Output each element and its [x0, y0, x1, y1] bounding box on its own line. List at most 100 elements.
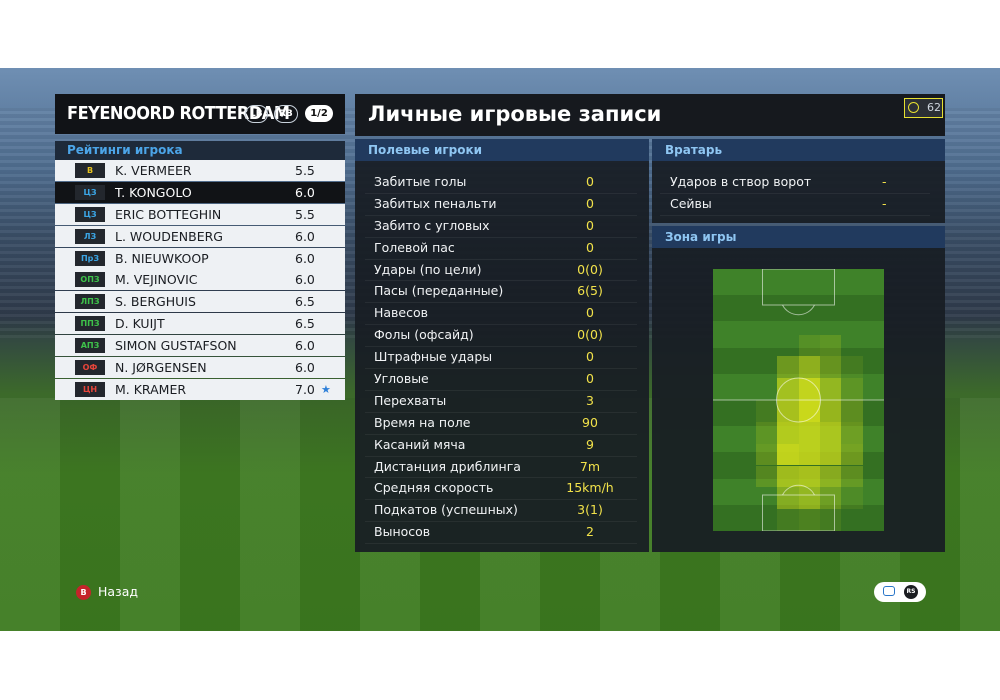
gk-stat-label: Сейвы — [670, 196, 712, 211]
player-name: S. BERGHUIS — [115, 294, 196, 310]
heatmap-cell — [841, 465, 863, 488]
heatmap-cell — [819, 356, 842, 379]
stat-row: Пасы (переданные) 6(5) — [365, 281, 637, 304]
heatmap-cell — [819, 400, 842, 422]
position-badge: АПЗ — [75, 338, 105, 354]
bottom-penalty-box — [762, 494, 835, 531]
position-badge: ЛЗ — [75, 228, 105, 244]
chat-control[interactable]: RS — [874, 582, 926, 602]
heatmap-cell — [819, 509, 842, 531]
gk-stat-value: - — [882, 196, 887, 211]
player-row[interactable]: ОФ N. JØRGENSEN 6.0 — [55, 357, 345, 379]
stat-label: Касаний мяча — [374, 436, 466, 452]
pitch-stripe — [713, 295, 884, 322]
player-name: ERIC BOTTEGHIN — [115, 206, 222, 222]
field-player-stats-panel: Полевые игроки Забитые голы 0 Забитых пена… — [355, 139, 649, 552]
heatmap-cell — [798, 443, 820, 466]
stat-label: Средняя скорость — [374, 480, 494, 496]
stat-row: Навесов 0 — [365, 303, 637, 326]
stat-value: 0 — [586, 195, 594, 211]
position-badge: ЛПЗ — [75, 294, 105, 310]
player-name: M. VEJINOVIC — [115, 272, 198, 288]
heatmap-cell — [798, 356, 820, 379]
heatmap-cell — [777, 378, 799, 400]
back-label[interactable]: Назад — [98, 584, 139, 599]
center-circle — [776, 377, 821, 423]
player-row[interactable]: В K. VERMEER 5.5 — [55, 160, 345, 181]
heatmap-cell — [755, 421, 778, 444]
player-name: SIMON GUSTAFSON — [115, 338, 237, 354]
player-rating: 6.5 — [295, 294, 315, 310]
clock-icon — [908, 102, 919, 113]
stat-value: 0(0) — [577, 261, 603, 277]
player-row[interactable]: ЛЗ L. WOUDENBERG 6.0 — [55, 225, 345, 247]
player-rating: 6.5 — [295, 316, 315, 332]
match-timer: 62 — [904, 98, 943, 118]
team-name: FEYENOORD ROTTERDAM — [67, 103, 290, 124]
stat-row: Фолы (офсайд) 0(0) — [365, 325, 637, 348]
pitch-lines — [713, 269, 884, 531]
heatmap-cell — [841, 378, 863, 400]
stat-row: Забитых пенальти 0 — [365, 194, 637, 216]
stat-label: Голевой пас — [374, 239, 455, 255]
ratings-section-title: Рейтинги игрока — [55, 141, 345, 160]
stat-value: 0 — [586, 217, 594, 233]
player-rating: 7.0 — [295, 381, 315, 397]
player-rating: 6.0 — [295, 184, 315, 200]
player-name: B. NIEUWKOOP — [115, 250, 209, 266]
stat-value: 0 — [586, 239, 594, 255]
stat-label: Время на поле — [374, 414, 471, 430]
heatmap-cell — [755, 443, 778, 466]
heatmap-cell — [777, 421, 799, 444]
heatmap-cell — [755, 465, 778, 488]
stat-label: Фолы (офсайд) — [374, 327, 474, 343]
rb-button[interactable]: RB — [274, 105, 298, 123]
goalkeeper-stats-list: Ударов в створ ворот - Сейвы - — [660, 172, 930, 216]
player-row[interactable]: ЛПЗ S. BERGHUIS 6.5 — [55, 291, 345, 313]
top-penalty-arc — [782, 304, 815, 316]
player-row[interactable]: ОПЗ M. VEJINOVIC 6.0 — [55, 269, 345, 291]
stat-value: 2 — [586, 524, 594, 540]
position-badge: ЦЗ — [75, 184, 105, 200]
player-row[interactable]: АПЗ SIMON GUSTAFSON 6.0 — [55, 335, 345, 357]
stat-value: 7m — [579, 458, 601, 474]
player-row[interactable]: ППЗ D. KUIJT 6.5 — [55, 313, 345, 335]
player-rating: 5.5 — [295, 163, 315, 178]
stat-value: 3(1) — [577, 502, 603, 518]
heatmap-cell — [755, 400, 778, 422]
stat-row: Забито с угловых 0 — [365, 216, 637, 238]
play-zone-heading: Зона игры — [652, 226, 945, 248]
player-ratings-list: В K. VERMEER 5.5 ЦЗ T. KONGOLO 6.0 ЦЗ ERIC BOTT… — [55, 160, 345, 401]
gk-stat-row: Ударов в створ ворот - — [660, 172, 930, 194]
stat-row: Забитые голы 0 — [365, 172, 637, 194]
position-badge: ОПЗ — [75, 272, 105, 288]
pitch-stripe — [713, 504, 884, 531]
stat-label: Штрафные удары — [374, 349, 493, 365]
player-row[interactable]: ЦН M. KRAMER 7.0 ★ — [55, 378, 345, 400]
player-row[interactable]: ПрЗ B. NIEUWKOOP 6.0 — [55, 247, 345, 269]
player-rating: 6.0 — [295, 338, 315, 354]
player-name: D. KUIJT — [115, 316, 165, 332]
heatmap-cell — [798, 334, 820, 357]
page-title: Личные игровые записи — [368, 102, 662, 126]
b-button-icon[interactable]: B — [76, 585, 91, 600]
stat-value: 0 — [586, 349, 594, 365]
heatmap-cell — [777, 465, 799, 488]
lb-button[interactable]: LB — [245, 105, 268, 123]
player-row[interactable]: ЦЗ ERIC BOTTEGHIN 5.5 — [55, 203, 345, 225]
records-title-bar: Личные игровые записи 62 — [355, 94, 945, 136]
player-rating: 5.5 — [295, 206, 315, 222]
top-penalty-box — [762, 269, 835, 306]
heatmap-cell — [777, 443, 799, 466]
player-row[interactable]: ЦЗ T. KONGOLO 6.0 — [55, 181, 345, 203]
stat-row: Время на поле 90 — [365, 413, 637, 435]
heatmap-cell — [777, 356, 799, 379]
position-badge: ОФ — [75, 360, 105, 376]
heatmap-cell — [819, 421, 842, 444]
gk-stat-value: - — [882, 174, 887, 189]
heatmap-pitch — [713, 269, 884, 531]
stat-label: Выносов — [374, 524, 431, 540]
stat-label: Забитых пенальти — [374, 195, 497, 211]
heatmap-cell — [841, 421, 863, 444]
heatmap-cell — [777, 509, 799, 531]
